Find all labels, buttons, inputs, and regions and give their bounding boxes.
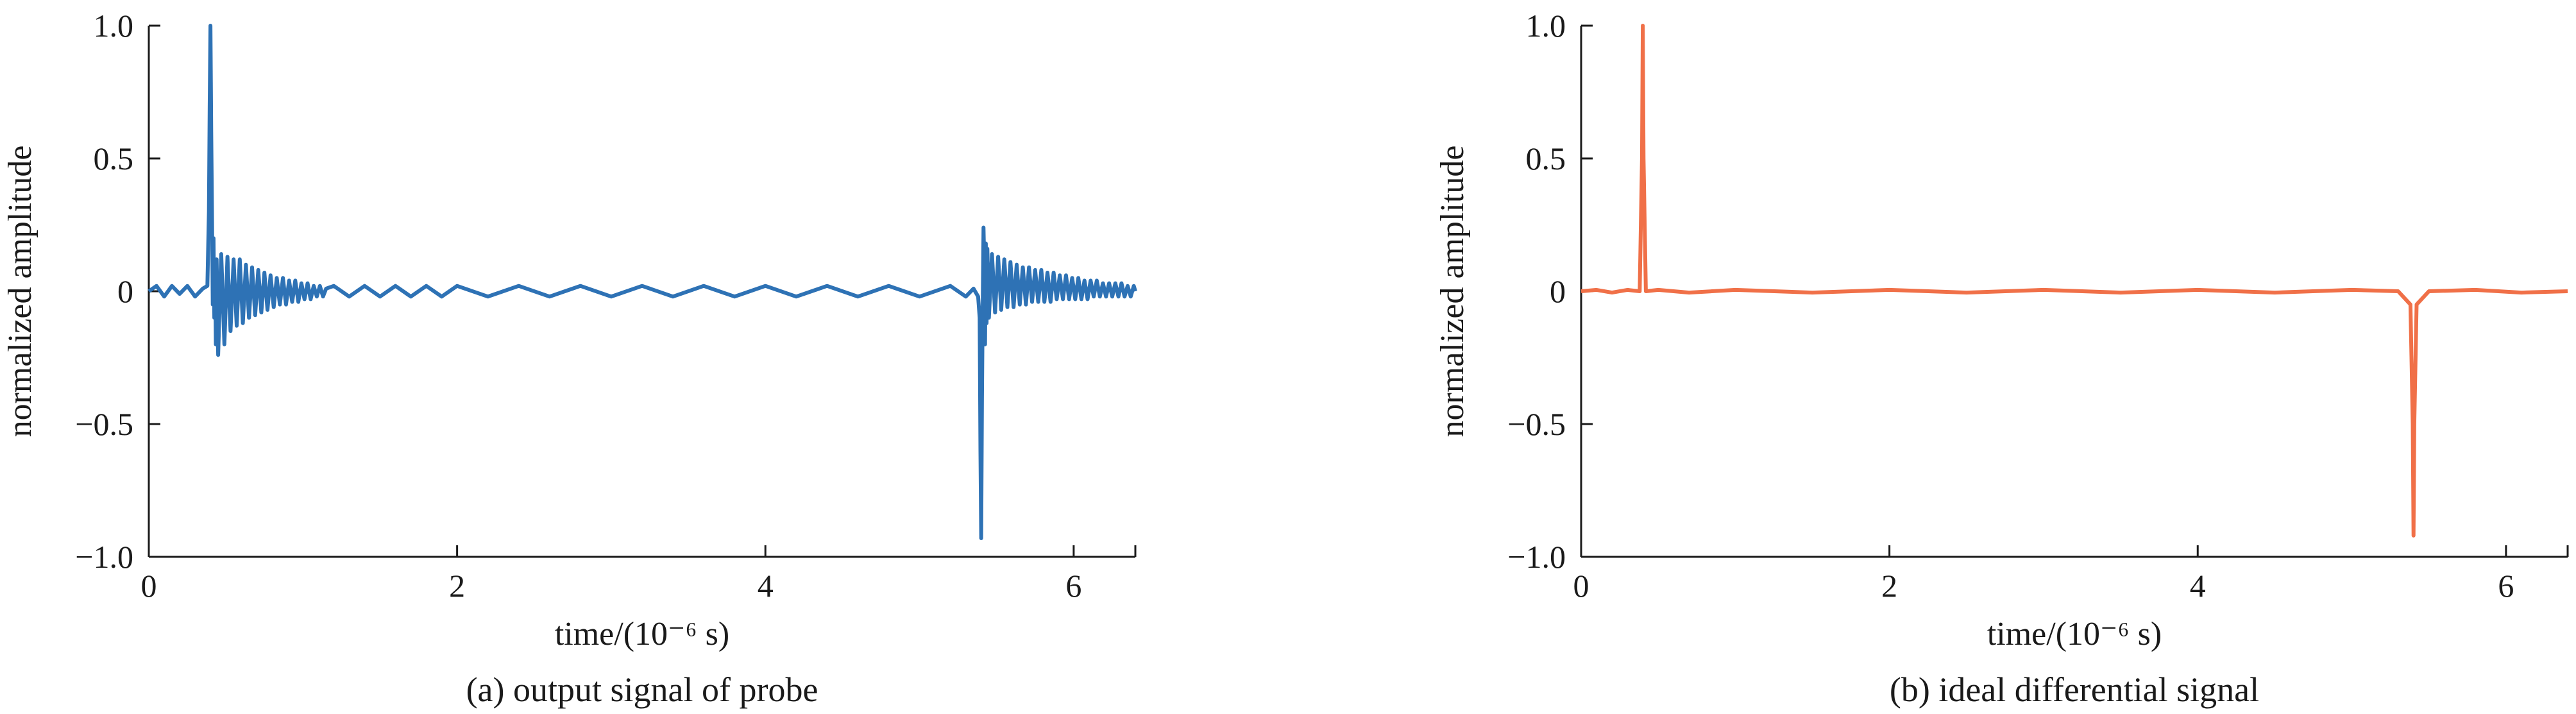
chart-b-y-tick-label: −0.5 [1507,406,1566,442]
chart-a-y-tick-label: −0.5 [75,406,133,442]
chart-a-caption: (a) output signal of probe [466,670,818,709]
chart-a-x-tick-label: 4 [758,568,774,604]
chart-a-y-axis-title: normalized amplitude [2,146,38,438]
chart-b-y-axis-title: normalized amplitude [1434,146,1471,438]
chart-a-y-ticks: −1.0 −0.5 0 0.5 1.0 [75,8,160,575]
chart-b-y-tick-label: 0 [1550,273,1566,309]
chart-a-x-tick-label: 0 [141,568,157,604]
chart-b-y-ticks: −1.0 −0.5 0 0.5 1.0 [1507,8,1593,575]
chart-b-y-tick-label: −1.0 [1507,539,1566,575]
chart-b-x-tick-label: 0 [1573,568,1589,604]
chart-a-series-line [148,24,1137,540]
chart-a-x-tick-label: 6 [1065,568,1081,604]
chart-a: 0 2 4 6 −1.0 −0.5 0 0.5 1.0 time/(10⁻⁶ s) norma… [2,8,1137,709]
chart-b-series-line [1580,24,2568,538]
chart-b: 0 2 4 6 −1.0 −0.5 0 0.5 1.0 time/(10⁻⁶ s) norma… [1434,8,2569,709]
chart-a-y-tick-label: 0 [117,273,133,309]
chart-a-x-ticks: 0 2 4 6 [141,545,1137,604]
chart-a-x-tick-label: 2 [449,568,465,604]
chart-b-y-tick-label: 0.5 [1526,140,1566,176]
chart-b-x-tick-label: 4 [2190,568,2206,604]
chart-a-y-tick-label: −1.0 [75,539,133,575]
chart-a-x-axis-title: time/(10⁻⁶ s) [555,616,729,652]
chart-b-caption: (b) ideal differential signal [1890,670,2259,709]
chart-a-y-tick-label: 1.0 [94,8,134,44]
chart-b-x-axis-title: time/(10⁻⁶ s) [1987,616,2162,652]
chart-b-x-tick-label: 6 [2498,568,2514,604]
chart-a-y-tick-label: 0.5 [94,140,134,176]
chart-b-x-ticks: 0 2 4 6 [1573,545,2569,604]
chart-b-x-tick-label: 2 [1881,568,1897,604]
chart-b-y-tick-label: 1.0 [1526,8,1566,44]
